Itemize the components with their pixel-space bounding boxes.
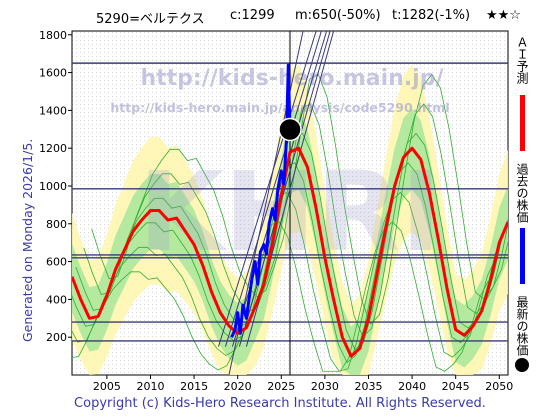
legend-ai-swatch <box>520 95 525 151</box>
legend-latest-label: 最新の株価 <box>515 296 529 356</box>
y-tick-label: 1800 <box>39 29 67 42</box>
median-price: m:650(-50%) <box>295 8 381 23</box>
legend-latest-dot-icon <box>515 358 529 372</box>
y-tick-label: 1000 <box>39 180 67 193</box>
y-tick-label: 1200 <box>39 142 67 155</box>
x-tick-label: 2005 <box>93 380 121 393</box>
x-tick-label: 2040 <box>398 380 426 393</box>
past-price-line <box>230 63 292 338</box>
y-tick-label: 1400 <box>39 104 67 117</box>
y-tick-label: 800 <box>46 218 67 231</box>
y-axis: 200 400 600 800 1000 1200 1400 1600 1800 <box>39 29 72 344</box>
x-tick-label: 2010 <box>136 380 164 393</box>
copyright-footer: Copyright (c) Kids-Hero Research Institu… <box>74 396 486 411</box>
y-tick-label: 400 <box>46 293 67 306</box>
x-tick-label: 2035 <box>354 380 382 393</box>
x-tick-label: 2020 <box>224 380 252 393</box>
trend-line <box>231 31 328 347</box>
x-axis: 2005 2010 2015 2020 2025 2030 2035 2040 2045 2050 <box>93 375 513 393</box>
current-price: c:1299 <box>230 8 275 23</box>
trend-line <box>218 31 317 347</box>
x-tick-label: 2030 <box>311 380 339 393</box>
legend-ai-forecast: ＡＩ予測 <box>514 36 531 84</box>
legend-latest-price: 最新の株価 <box>514 296 531 356</box>
x-tick-label: 2050 <box>485 380 513 393</box>
legend-past-price: 過去の株価 <box>514 163 531 223</box>
x-tick-label: 2025 <box>267 380 295 393</box>
legend-past-swatch <box>520 228 525 284</box>
trend-line <box>238 31 331 347</box>
y-tick-label: 200 <box>46 331 67 344</box>
rating-stars: ★★☆ <box>486 8 521 23</box>
legend-past-label: 過去の株価 <box>515 163 529 223</box>
x-tick-label: 2015 <box>180 380 208 393</box>
y-tick-label: 1600 <box>39 67 67 80</box>
ai-forecast-line <box>72 146 508 358</box>
x-tick-label: 2045 <box>442 380 470 393</box>
stock-code-name: 5290=ベルテクス <box>96 12 205 27</box>
trend-line <box>224 31 322 347</box>
legend-ai-label: ＡＩ予測 <box>515 36 529 84</box>
y-tick-label: 600 <box>46 256 67 269</box>
target-price: t:1282(-1%) <box>392 8 471 23</box>
watermark-url-analysis: http://kids-hero.main.jp/analysis/code52… <box>110 100 449 115</box>
series-layer <box>72 63 508 358</box>
projection-line <box>91 73 508 325</box>
latest-price-dot <box>278 117 302 142</box>
